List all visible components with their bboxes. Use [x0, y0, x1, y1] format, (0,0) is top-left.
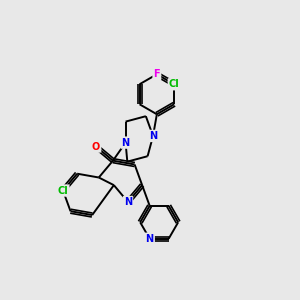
Text: Cl: Cl [169, 79, 180, 89]
Text: N: N [149, 131, 157, 141]
Text: F: F [154, 69, 160, 79]
Text: N: N [146, 234, 154, 244]
Text: N: N [124, 197, 132, 207]
Text: Cl: Cl [58, 185, 68, 196]
Text: O: O [92, 142, 100, 152]
Text: N: N [122, 138, 130, 148]
